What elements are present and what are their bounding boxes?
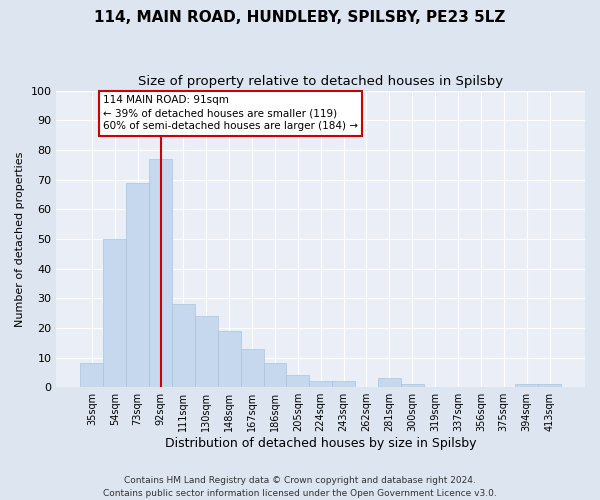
Bar	[80, 364, 103, 387]
Bar	[218, 331, 241, 387]
Bar	[126, 182, 149, 387]
Title: Size of property relative to detached houses in Spilsby: Size of property relative to detached ho…	[138, 75, 503, 88]
Bar	[378, 378, 401, 387]
Y-axis label: Number of detached properties: Number of detached properties	[15, 151, 25, 326]
Bar	[515, 384, 538, 387]
Text: Contains HM Land Registry data © Crown copyright and database right 2024.
Contai: Contains HM Land Registry data © Crown c…	[103, 476, 497, 498]
Bar	[241, 348, 263, 387]
Bar	[286, 376, 309, 387]
Bar	[309, 382, 332, 387]
Text: 114, MAIN ROAD, HUNDLEBY, SPILSBY, PE23 5LZ: 114, MAIN ROAD, HUNDLEBY, SPILSBY, PE23 …	[94, 10, 506, 25]
Bar	[195, 316, 218, 387]
Bar	[172, 304, 195, 387]
Bar	[149, 159, 172, 387]
X-axis label: Distribution of detached houses by size in Spilsby: Distribution of detached houses by size …	[165, 437, 476, 450]
Bar	[332, 382, 355, 387]
Bar	[538, 384, 561, 387]
Bar	[103, 239, 126, 387]
Bar	[401, 384, 424, 387]
Bar	[263, 364, 286, 387]
Text: 114 MAIN ROAD: 91sqm
← 39% of detached houses are smaller (119)
60% of semi-deta: 114 MAIN ROAD: 91sqm ← 39% of detached h…	[103, 95, 358, 132]
